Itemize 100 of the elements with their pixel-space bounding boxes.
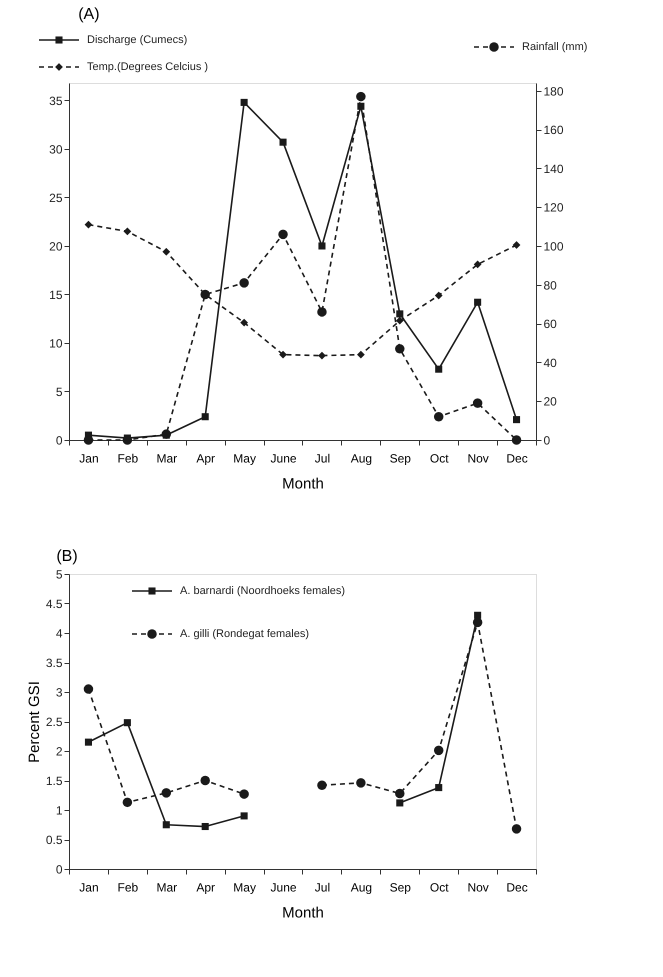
x-tick-label: Jan [79,452,99,466]
y-tick-label: 1.5 [46,774,63,788]
y2-tick-label: 0 [544,434,550,448]
y2-tick-label: 20 [544,394,558,409]
point [122,435,132,445]
point [356,92,366,102]
x-tick-label: Jul [314,452,330,466]
y2-tick-label: 120 [544,200,564,215]
point [240,812,248,820]
y-tick-label: 5 [56,568,63,582]
y-tick-label: 4 [56,626,63,640]
y2-tick-label: 160 [544,123,564,138]
point [202,413,209,420]
x-tick-label: Sep [390,880,412,894]
point [434,412,444,422]
x-tick-label: Oct [430,880,450,894]
y-tick-label: 35 [49,94,63,108]
legend-label: Discharge (Cumecs) [87,34,188,46]
point [318,242,326,250]
legend-label: Temp.(Degrees Celcius ) [87,61,208,73]
point [84,435,94,445]
y-tick-label: 15 [49,288,63,302]
chart-title: (B) [56,548,78,565]
point [396,799,404,806]
y-tick-label: 0 [56,862,63,876]
legend-label: Rainfall (mm) [522,41,588,53]
x-tick-label: Oct [430,452,450,466]
point [396,316,404,325]
point [474,260,482,268]
y-tick-label: 10 [49,336,63,350]
point [357,350,365,359]
x-tick-label: Feb [118,880,139,894]
y-tick-label: 2.5 [46,715,63,729]
y-tick-label: 0 [56,434,63,448]
point [239,278,249,288]
x-tick-label: Apr [196,452,216,466]
point [279,350,287,359]
y2-tick-label: 40 [544,356,558,370]
point [162,248,170,256]
y-tick-label: 3.5 [46,656,63,670]
point [512,824,522,834]
x-tick-label: Dec [506,880,528,894]
y2-tick-label: 100 [544,239,564,254]
point [474,298,482,306]
point [240,318,248,326]
point [472,618,482,628]
x-tick-label: Jan [79,880,99,894]
x-tick-label: Nov [467,880,489,894]
point [278,230,288,240]
x-axis-title: Month [282,904,324,922]
y-tick-label: 20 [49,239,63,254]
y-tick-label: 4.5 [46,597,63,611]
point [240,98,248,106]
y2-tick-label: 80 [544,278,558,292]
point [317,307,327,317]
x-tick-label: Sep [390,452,412,466]
legend-label: A. barnardi (Noordhoeks females) [180,585,346,597]
x-tick-label: Aug [350,452,372,466]
point [317,780,327,790]
point [472,398,482,408]
x-tick-label: June [270,880,297,894]
point [202,822,209,830]
y2-tick-label: 180 [544,84,564,98]
point [434,292,443,300]
x-tick-label: May [233,452,256,466]
point [395,344,405,354]
y-tick-label: 30 [49,142,63,156]
point [162,821,170,828]
y-tick-label: 1 [56,804,63,818]
legend-label: A. gilli (Rondegat females) [180,628,310,640]
point [280,138,287,146]
point [84,220,92,229]
y-axis-title: Percent GSI [26,681,43,763]
point [434,746,444,756]
point [435,366,442,373]
point [124,228,132,236]
y2-tick-label: 140 [544,162,564,176]
y2-tick-label: 60 [544,317,558,332]
point [513,416,520,424]
x-tick-label: Mar [156,880,178,894]
x-tick-label: Mar [156,452,178,466]
point [396,310,404,318]
y-tick-label: 25 [49,190,63,205]
point [162,429,172,439]
x-tick-label: Jul [314,880,330,894]
point [356,778,366,788]
point [318,352,326,360]
y-tick-label: 5 [56,384,63,399]
x-tick-label: June [270,452,297,466]
x-tick-label: Aug [350,880,372,894]
x-tick-label: Apr [196,880,216,894]
x-tick-label: Feb [118,452,139,466]
x-axis-title: Month [282,476,324,492]
x-tick-label: May [233,880,256,894]
chart-title: (A) [78,6,100,23]
point [435,784,442,792]
x-tick-label: Dec [506,452,528,466]
y-tick-label: 3 [56,686,63,700]
point [512,435,522,445]
point [395,788,405,798]
